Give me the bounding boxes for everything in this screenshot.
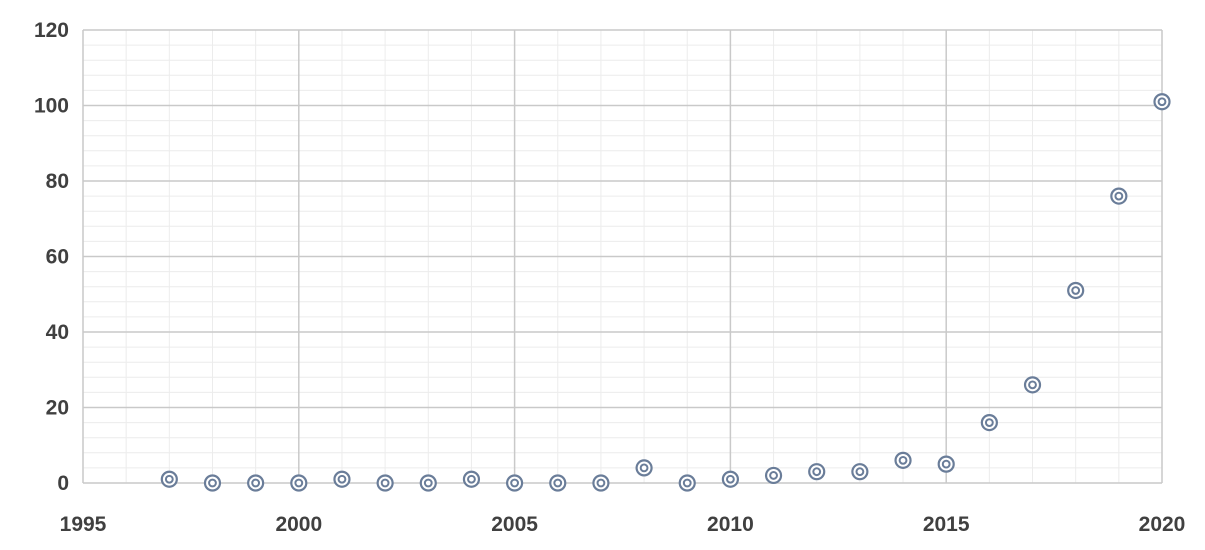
y-tick-label: 40	[46, 321, 69, 344]
data-point	[678, 474, 696, 492]
data-point-outer-ring	[333, 470, 351, 488]
data-point-inner-ring	[639, 463, 649, 473]
data-point	[247, 474, 265, 492]
data-point-outer-ring	[1067, 281, 1085, 300]
data-point-outer-ring	[203, 474, 222, 492]
data-point	[1023, 376, 1042, 394]
data-point-outer-ring	[1023, 376, 1042, 394]
data-point-outer-ring	[1153, 93, 1171, 111]
data-point	[980, 414, 998, 432]
data-point-inner-ring	[164, 474, 174, 484]
data-point-inner-ring	[682, 478, 692, 488]
data-point-outer-ring	[592, 474, 610, 492]
data-point	[290, 474, 308, 492]
data-point-outer-ring	[635, 459, 653, 477]
data-point	[462, 470, 481, 488]
x-tick-label: 2015	[923, 513, 970, 536]
data-point	[1067, 281, 1085, 300]
data-point-outer-ring	[462, 470, 481, 488]
data-point-inner-ring	[337, 474, 347, 484]
data-point	[333, 470, 351, 488]
data-point	[894, 451, 912, 469]
data-point-outer-ring	[419, 474, 437, 492]
data-point	[376, 474, 394, 492]
y-tick-label: 20	[46, 397, 69, 420]
data-point	[1110, 187, 1128, 205]
data-point-outer-ring	[980, 414, 998, 432]
data-point	[764, 466, 783, 485]
data-point	[203, 474, 222, 492]
data-point-outer-ring	[764, 466, 783, 485]
data-point-outer-ring	[160, 470, 178, 488]
data-point-inner-ring	[812, 467, 822, 477]
data-point-inner-ring	[1114, 191, 1124, 201]
x-tick-label: 2000	[275, 513, 322, 536]
data-point	[1153, 93, 1171, 111]
x-tick-label: 2005	[491, 513, 538, 536]
data-point-inner-ring	[467, 474, 476, 484]
data-point-inner-ring	[769, 471, 778, 480]
x-tick-label: 1995	[60, 513, 107, 536]
data-point-outer-ring	[505, 474, 524, 492]
data-point	[505, 474, 524, 492]
data-points	[160, 93, 1171, 492]
data-point-inner-ring	[596, 478, 606, 488]
data-point-inner-ring	[294, 478, 304, 488]
data-point-inner-ring	[726, 474, 735, 484]
data-point-inner-ring	[1028, 380, 1037, 390]
y-tick-label: 0	[57, 472, 69, 495]
y-tick-label: 60	[46, 246, 69, 269]
data-point-inner-ring	[423, 478, 433, 488]
data-point	[549, 474, 567, 492]
data-point-outer-ring	[678, 474, 696, 492]
data-point-inner-ring	[898, 455, 908, 465]
data-point	[851, 463, 869, 481]
data-point-outer-ring	[549, 474, 567, 492]
data-point-inner-ring	[941, 459, 951, 469]
data-point-inner-ring	[251, 478, 261, 488]
data-point-outer-ring	[808, 463, 826, 481]
y-tick-label: 120	[34, 19, 69, 42]
data-point-inner-ring	[380, 478, 390, 488]
data-point-outer-ring	[894, 451, 912, 469]
data-point	[592, 474, 610, 492]
major-gridlines	[82, 29, 1163, 484]
data-point-inner-ring	[553, 478, 563, 488]
data-point-inner-ring	[984, 418, 994, 428]
data-point-inner-ring	[208, 478, 217, 488]
data-point	[721, 470, 740, 488]
data-point	[808, 463, 826, 481]
x-tick-label: 2020	[1139, 513, 1186, 536]
data-point-outer-ring	[247, 474, 265, 492]
data-point-outer-ring	[1110, 187, 1128, 205]
y-tick-label: 100	[34, 95, 69, 118]
data-point-outer-ring	[851, 463, 869, 481]
data-point-inner-ring	[1157, 97, 1167, 107]
y-axis-tick-labels: 0 20 40 60 80 100 120	[34, 19, 69, 495]
x-axis-tick-labels: 1995 2000 2005 2010 2015 2020	[60, 513, 1186, 536]
data-point-outer-ring	[937, 455, 955, 473]
data-point	[635, 459, 653, 477]
data-point-outer-ring	[721, 470, 740, 488]
data-point-inner-ring	[510, 478, 519, 488]
data-point	[419, 474, 437, 492]
data-point	[937, 455, 955, 473]
data-point	[160, 470, 178, 488]
data-point-inner-ring	[855, 467, 865, 477]
y-tick-label: 80	[46, 170, 69, 193]
data-point-outer-ring	[290, 474, 308, 492]
data-point-outer-ring	[376, 474, 394, 492]
x-tick-label: 2010	[707, 513, 754, 536]
data-point-inner-ring	[1071, 286, 1081, 295]
